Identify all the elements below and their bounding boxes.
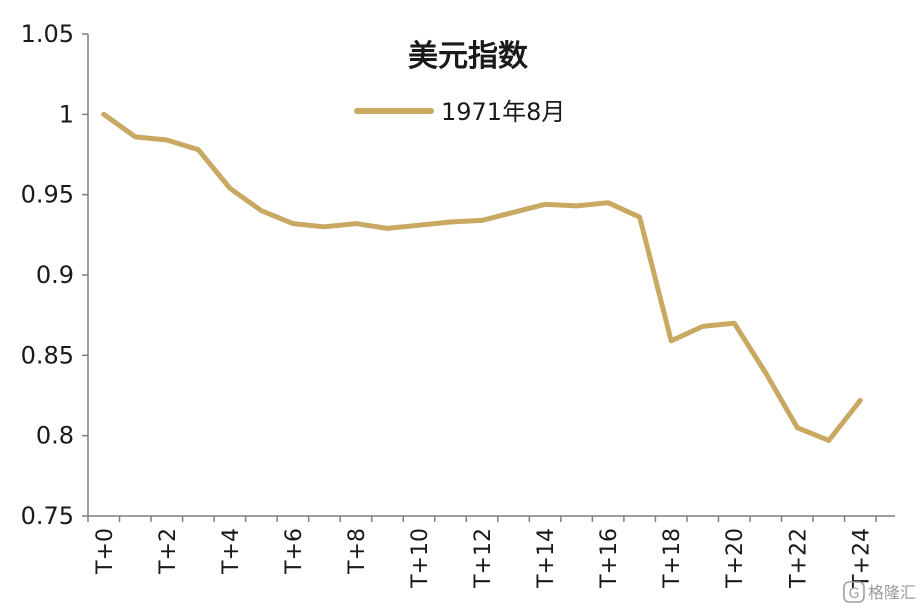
legend-label: 1971年8月 [441, 98, 565, 126]
x-tick-label: T+22 [786, 528, 811, 589]
watermark-text: 格隆汇 [868, 583, 916, 602]
y-tick-label: 0.85 [21, 341, 74, 369]
x-tick-label: T+14 [534, 528, 559, 589]
watermark: G 格隆汇 [843, 581, 916, 603]
y-tick-label: 0.75 [21, 502, 74, 530]
x-axis: T+0 T+2 T+4 T+6 T+8 T+10 T+12 T+14 T+16 T+18 T+20 T… [87, 515, 895, 589]
series-group [101, 111, 863, 443]
svg-text:G: G [849, 586, 860, 602]
x-tick-label: T+20 [723, 528, 748, 589]
x-tick-label: T+24 [849, 528, 874, 589]
chart-title: 美元指数 [408, 39, 529, 74]
g-logo-icon: G [843, 581, 865, 603]
x-tick-label: T+2 [156, 528, 181, 575]
x-tick-label: T+8 [345, 528, 370, 575]
x-tick-label: T+12 [471, 528, 496, 589]
x-tick-label: T+10 [408, 528, 433, 589]
y-tick-label: 0.95 [21, 181, 74, 209]
y-tick-label: 1 [59, 100, 74, 128]
series-line-0 [101, 111, 863, 443]
legend: 1971年8月 [354, 98, 565, 126]
x-tick-label: T+4 [219, 528, 244, 575]
x-tick-label: T+16 [597, 528, 622, 589]
y-tick-label: 1.05 [21, 20, 74, 48]
y-tick-label: 0.8 [36, 422, 74, 450]
x-tick-label: T+0 [93, 528, 118, 575]
y-axis: 0.75 0.8 0.85 0.9 0.95 1 1.05 [21, 20, 89, 530]
y-tick-label: 0.9 [36, 261, 74, 289]
x-tick-label: T+18 [660, 528, 685, 589]
x-tick-label: T+6 [282, 528, 307, 575]
